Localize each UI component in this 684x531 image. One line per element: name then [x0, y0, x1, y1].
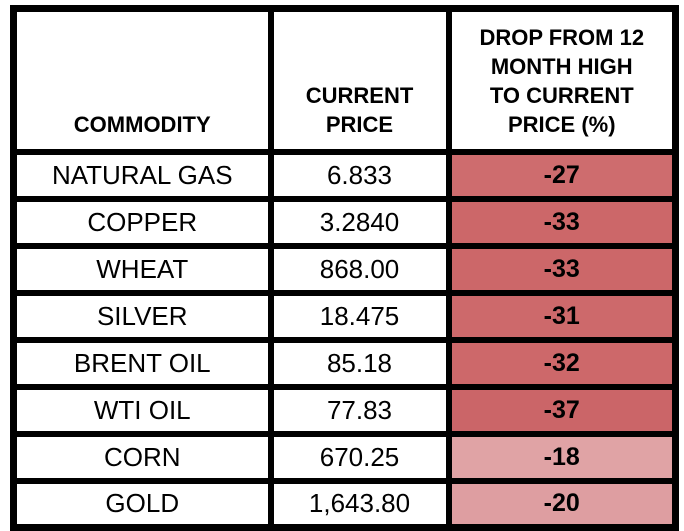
commodity-cell: SILVER [10, 289, 274, 343]
table-row: CORN 670.25 -18 [10, 430, 679, 484]
table-row: WHEAT 868.00 -33 [10, 242, 679, 296]
table-row: WTI OIL 77.83 -37 [10, 383, 679, 437]
drop-cell: -33 [445, 195, 679, 249]
table-row: BRENT OIL 85.18 -32 [10, 336, 679, 390]
table-row: SILVER 18.475 -31 [10, 289, 679, 343]
price-cell: 6.833 [267, 148, 452, 202]
col-header-current-price: CURRENT PRICE [267, 5, 452, 155]
price-cell: 3.2840 [267, 195, 452, 249]
commodity-cell: NATURAL GAS [10, 148, 274, 202]
commodities-table: COMMODITY CURRENT PRICE DROP FROM 12 MON… [10, 5, 679, 531]
commodity-cell: WTI OIL [10, 383, 274, 437]
drop-cell: -33 [445, 242, 679, 296]
drop-cell: -18 [445, 430, 679, 484]
drop-cell: -31 [445, 289, 679, 343]
table-row: GOLD 1,643.80 -20 [10, 477, 679, 531]
drop-cell: -20 [445, 477, 679, 531]
price-cell: 670.25 [267, 430, 452, 484]
col-header-drop-from-high: DROP FROM 12 MONTH HIGH TO CURRENT PRICE… [445, 5, 679, 155]
header-row: COMMODITY CURRENT PRICE DROP FROM 12 MON… [10, 5, 679, 155]
table-row: COPPER 3.2840 -33 [10, 195, 679, 249]
table-row: NATURAL GAS 6.833 -27 [10, 148, 679, 202]
commodity-cell: WHEAT [10, 242, 274, 296]
price-cell: 77.83 [267, 383, 452, 437]
price-cell: 1,643.80 [267, 477, 452, 531]
price-cell: 18.475 [267, 289, 452, 343]
commodity-cell: CORN [10, 430, 274, 484]
commodity-cell: BRENT OIL [10, 336, 274, 390]
commodity-cell: GOLD [10, 477, 274, 531]
table-body: NATURAL GAS 6.833 -27 COPPER 3.2840 -33 … [10, 148, 679, 531]
drop-cell: -37 [445, 383, 679, 437]
col-header-commodity: COMMODITY [10, 5, 274, 155]
commodity-cell: COPPER [10, 195, 274, 249]
drop-cell: -32 [445, 336, 679, 390]
price-cell: 85.18 [267, 336, 452, 390]
price-cell: 868.00 [267, 242, 452, 296]
drop-cell: -27 [445, 148, 679, 202]
